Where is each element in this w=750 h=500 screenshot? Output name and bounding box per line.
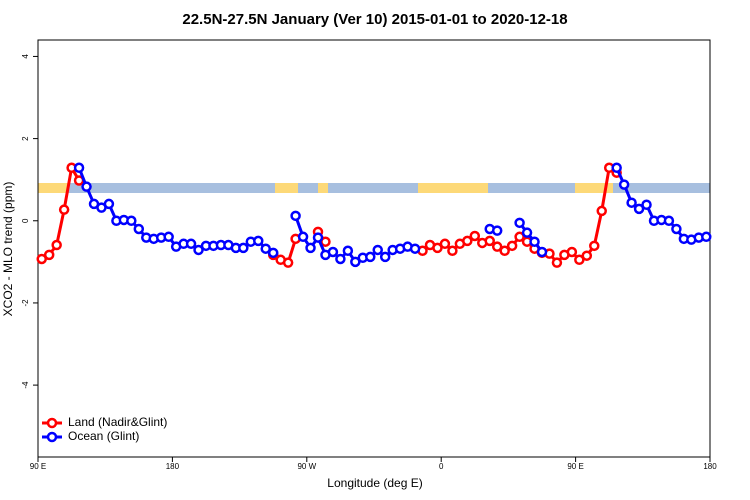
point: [253, 235, 264, 247]
point: [126, 215, 137, 227]
y-tick-label: -4: [21, 381, 30, 389]
point: [589, 240, 600, 252]
point: [462, 235, 473, 247]
point: [290, 210, 301, 222]
point: [185, 238, 197, 250]
x-tick-label: 0: [439, 462, 444, 471]
point: [163, 231, 174, 243]
point: [305, 242, 316, 254]
point: [521, 227, 533, 238]
chart-title: 22.5N-27.5N January (Ver 10) 2015-01-01 …: [182, 11, 567, 28]
point: [633, 203, 645, 215]
point: [409, 243, 421, 254]
point: [103, 198, 115, 210]
point: [365, 251, 376, 263]
legend-label: Ocean (Glint): [68, 429, 139, 443]
point: [312, 232, 324, 243]
point: [43, 249, 55, 261]
point: [372, 244, 383, 256]
point: [581, 250, 593, 261]
point: [350, 256, 361, 268]
x-tick-label: 90 E: [30, 462, 46, 471]
point: [506, 240, 518, 252]
point: [514, 231, 525, 243]
point: [327, 246, 339, 258]
point: [36, 253, 47, 265]
map-strip: [38, 183, 710, 193]
point: [469, 230, 481, 242]
point: [596, 205, 607, 217]
y-axis-label: XCO2 - MLO trend (ppm): [1, 182, 15, 317]
x-axis-label: Longitude (deg E): [327, 476, 422, 490]
legend-label: Land (Nadir&Glint): [68, 415, 167, 429]
point: [432, 242, 443, 254]
point: [447, 245, 458, 257]
y-tick-label: 0: [21, 218, 30, 223]
plot-frame: [37, 39, 711, 458]
y-tick-label: 2: [21, 136, 30, 141]
y-tick-label: -2: [21, 299, 30, 307]
point: [671, 223, 682, 235]
point: [491, 225, 503, 236]
point: [238, 242, 249, 254]
point: [611, 162, 622, 174]
point: [701, 231, 712, 243]
point: [641, 199, 652, 210]
point: [551, 257, 563, 268]
legend-marker: [46, 431, 58, 443]
point: [267, 247, 279, 259]
point: [566, 246, 578, 258]
point: [663, 215, 675, 227]
point: [73, 162, 85, 174]
point: [439, 238, 451, 250]
point: [81, 181, 92, 192]
point: [529, 236, 540, 247]
point: [514, 217, 525, 229]
point: [379, 251, 391, 263]
point: [499, 245, 510, 257]
point: [193, 244, 204, 256]
point: [297, 231, 309, 243]
point: [342, 245, 354, 257]
point: [484, 235, 495, 247]
x-tick-label: 180: [703, 462, 717, 471]
point: [491, 241, 503, 252]
point: [626, 197, 637, 208]
point: [133, 223, 145, 235]
legend-marker: [46, 417, 58, 429]
y-tick-label: 4: [21, 54, 30, 59]
x-tick-label: 180: [166, 462, 180, 471]
point: [536, 246, 548, 258]
point: [58, 204, 70, 215]
point: [260, 243, 271, 254]
point: [51, 239, 62, 251]
point: [335, 253, 346, 265]
point: [320, 236, 331, 247]
point: [282, 257, 294, 268]
x-tick-label: 90 W: [297, 462, 316, 471]
point: [618, 179, 630, 190]
point: [574, 254, 585, 266]
x-tick-label: 90 E: [567, 462, 583, 471]
